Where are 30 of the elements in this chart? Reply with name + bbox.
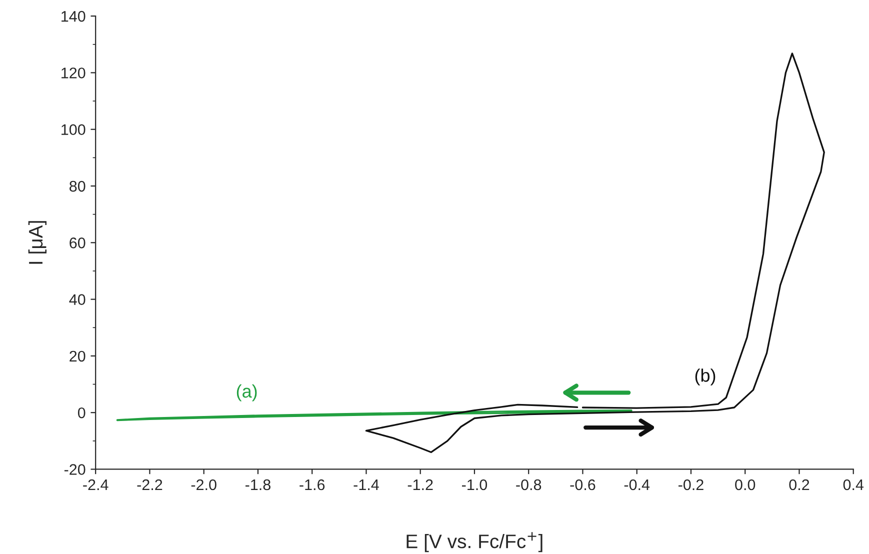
x-tick-label: 0.4 — [843, 479, 864, 490]
x-tick-label: -0.2 — [678, 479, 704, 490]
x-tick-label: -0.8 — [516, 479, 542, 490]
x-tick-label: -2.4 — [83, 479, 108, 490]
x-tick-label: -1.4 — [354, 480, 379, 490]
y-axis-title: I [μA] — [28, 221, 46, 264]
y-tick-label: 120 — [62, 68, 86, 78]
series-label: (b) — [695, 368, 716, 386]
y-tick-label: 80 — [70, 180, 86, 192]
x-tick-label: -0.6 — [570, 479, 596, 490]
series-label: (a) — [236, 384, 257, 402]
y-tick-label: 0 — [78, 407, 86, 418]
line-series — [116, 409, 632, 422]
x-tick-label: -1.8 — [245, 479, 270, 490]
x-tick-label: 0.0 — [735, 479, 756, 490]
x-tick-label: -1.0 — [462, 479, 488, 490]
x-tick-label: -2.2 — [137, 479, 162, 490]
y-tick-label: 60 — [70, 238, 86, 248]
x-tick-label: -1.2 — [408, 479, 433, 490]
y-tick-label: 100 — [62, 124, 86, 136]
line-series — [365, 52, 825, 454]
x-tick-label: -0.4 — [624, 479, 650, 490]
y-tick-label: 20 — [70, 350, 86, 362]
x-tick-label: 0.2 — [789, 479, 810, 490]
x-tick-label: -2.0 — [191, 479, 216, 490]
x-tick-label: -1.6 — [300, 479, 325, 490]
y-tick-label: 40 — [69, 294, 86, 305]
y-tick-label: 140 — [62, 10, 86, 22]
x-axis-title: E [V vs. Fc/Fc$^{+}$] — [406, 532, 542, 552]
y-tick-label: -20 — [64, 464, 86, 475]
